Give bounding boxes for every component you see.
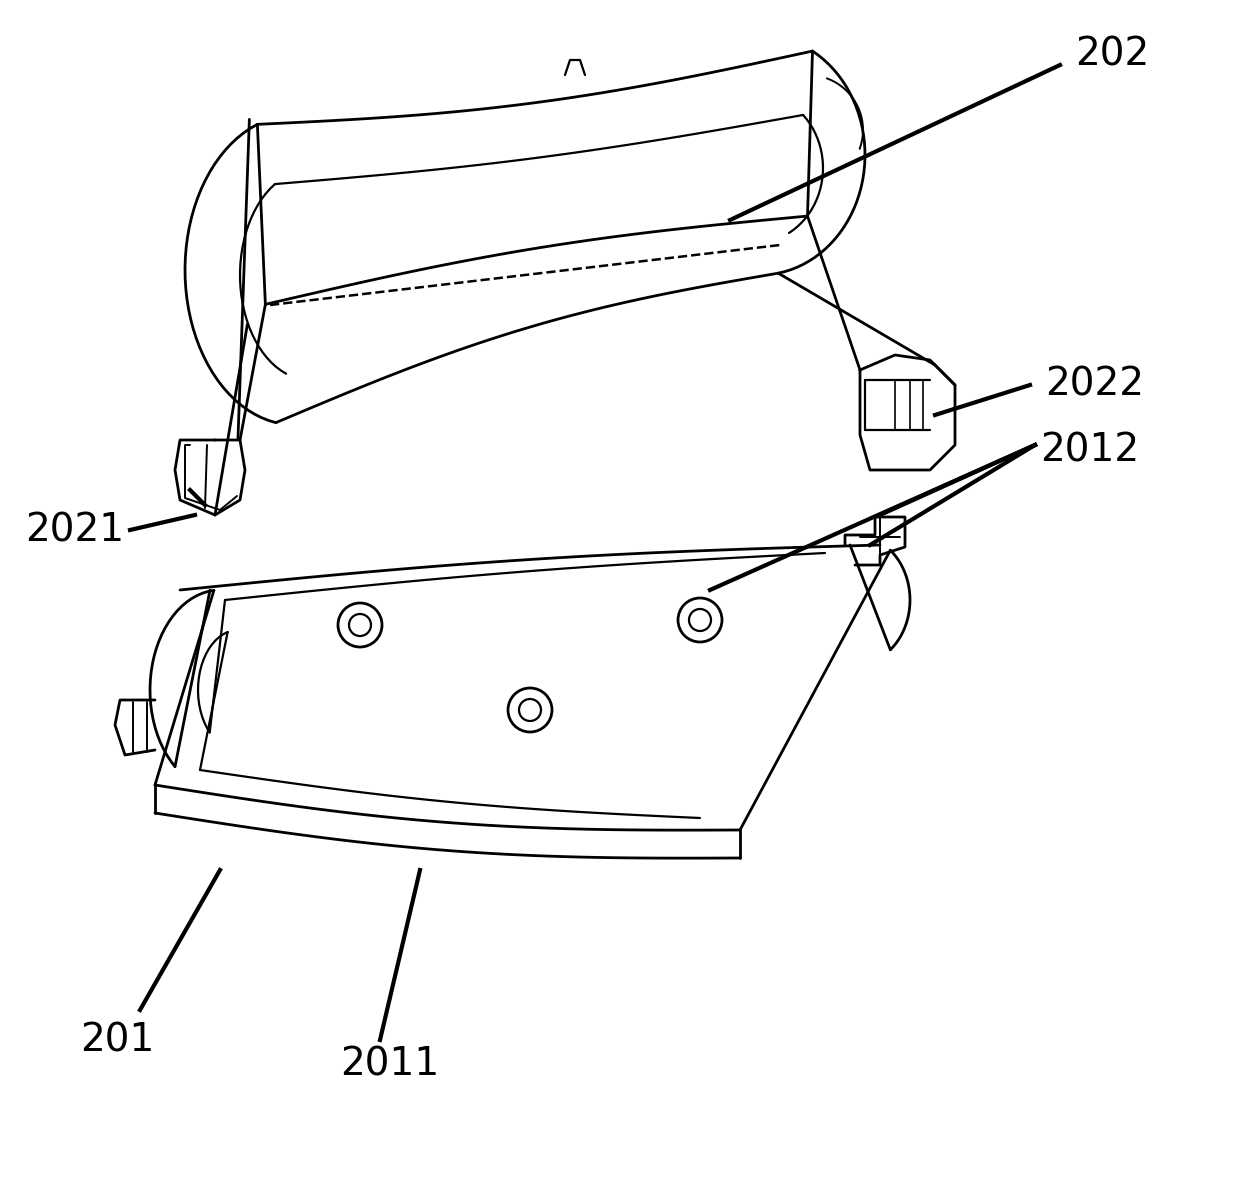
Text: 202: 202 — [1075, 37, 1149, 74]
Text: 201: 201 — [81, 1021, 154, 1059]
Text: 2022: 2022 — [1045, 365, 1145, 404]
Text: 2011: 2011 — [340, 1046, 439, 1084]
Text: 2012: 2012 — [1040, 432, 1140, 469]
Text: 2021: 2021 — [25, 511, 124, 549]
